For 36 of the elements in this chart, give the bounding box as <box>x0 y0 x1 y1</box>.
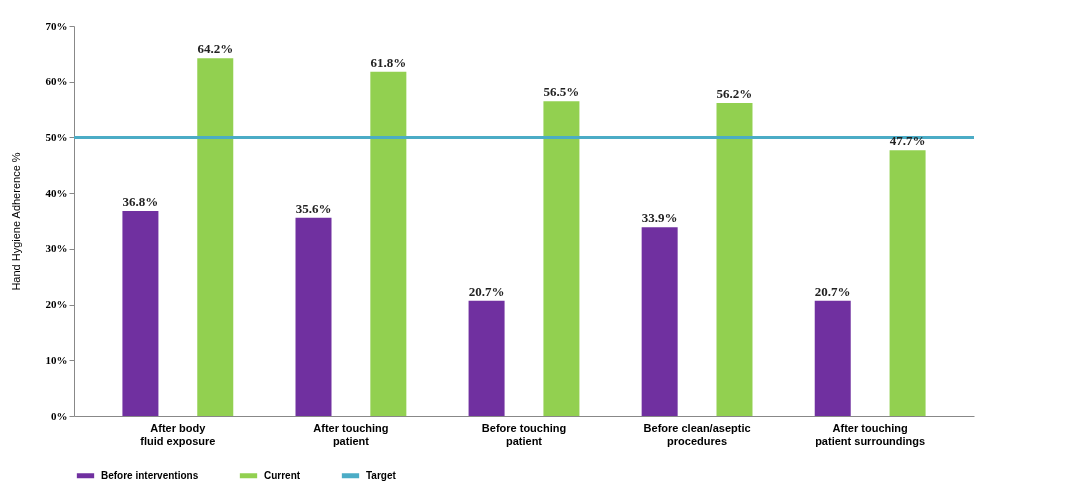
data-label: 33.9% <box>641 210 678 226</box>
y-tick-label: 30% <box>45 242 68 255</box>
bar <box>641 227 678 416</box>
bar <box>122 210 159 416</box>
x-tick-label: After touching patient <box>313 421 389 447</box>
legend-label: Target <box>366 469 397 481</box>
y-tick-label: 20% <box>45 298 68 311</box>
y-tick-label: 60% <box>45 75 68 88</box>
data-label: 61.8% <box>370 54 407 70</box>
bar <box>716 102 753 416</box>
data-label: 20.7% <box>814 283 851 299</box>
data-label: 56.5% <box>543 84 580 100</box>
bar <box>889 150 926 416</box>
bar <box>197 58 234 416</box>
bar <box>543 101 580 416</box>
bar <box>814 300 851 416</box>
bar <box>370 71 407 416</box>
data-label: 35.6% <box>295 200 332 216</box>
y-tick-label: 0% <box>51 409 68 422</box>
y-tick-label: 40% <box>45 186 68 199</box>
data-label: 64.2% <box>197 41 234 57</box>
x-tick-label: Before touching patient <box>481 421 567 447</box>
bar <box>295 217 332 416</box>
y-tick-label: 50% <box>45 130 68 143</box>
legend-label: Before interventions <box>101 469 199 481</box>
legend-label: Current <box>264 469 301 481</box>
y-axis-title: Hand Hygiene Adherence % <box>9 152 22 291</box>
data-label: 20.7% <box>468 283 505 299</box>
x-tick-label: After touching patient surroundings <box>815 421 926 447</box>
x-tick-label: Before clean/aseptic procedures <box>643 421 751 447</box>
bar <box>468 300 505 416</box>
y-tick-label: 10% <box>45 353 68 366</box>
y-tick-label: 70% <box>45 19 68 32</box>
data-label: 36.8% <box>122 193 159 209</box>
x-tick-label: After body fluid exposure <box>140 421 216 447</box>
data-label: 56.2% <box>716 85 753 101</box>
